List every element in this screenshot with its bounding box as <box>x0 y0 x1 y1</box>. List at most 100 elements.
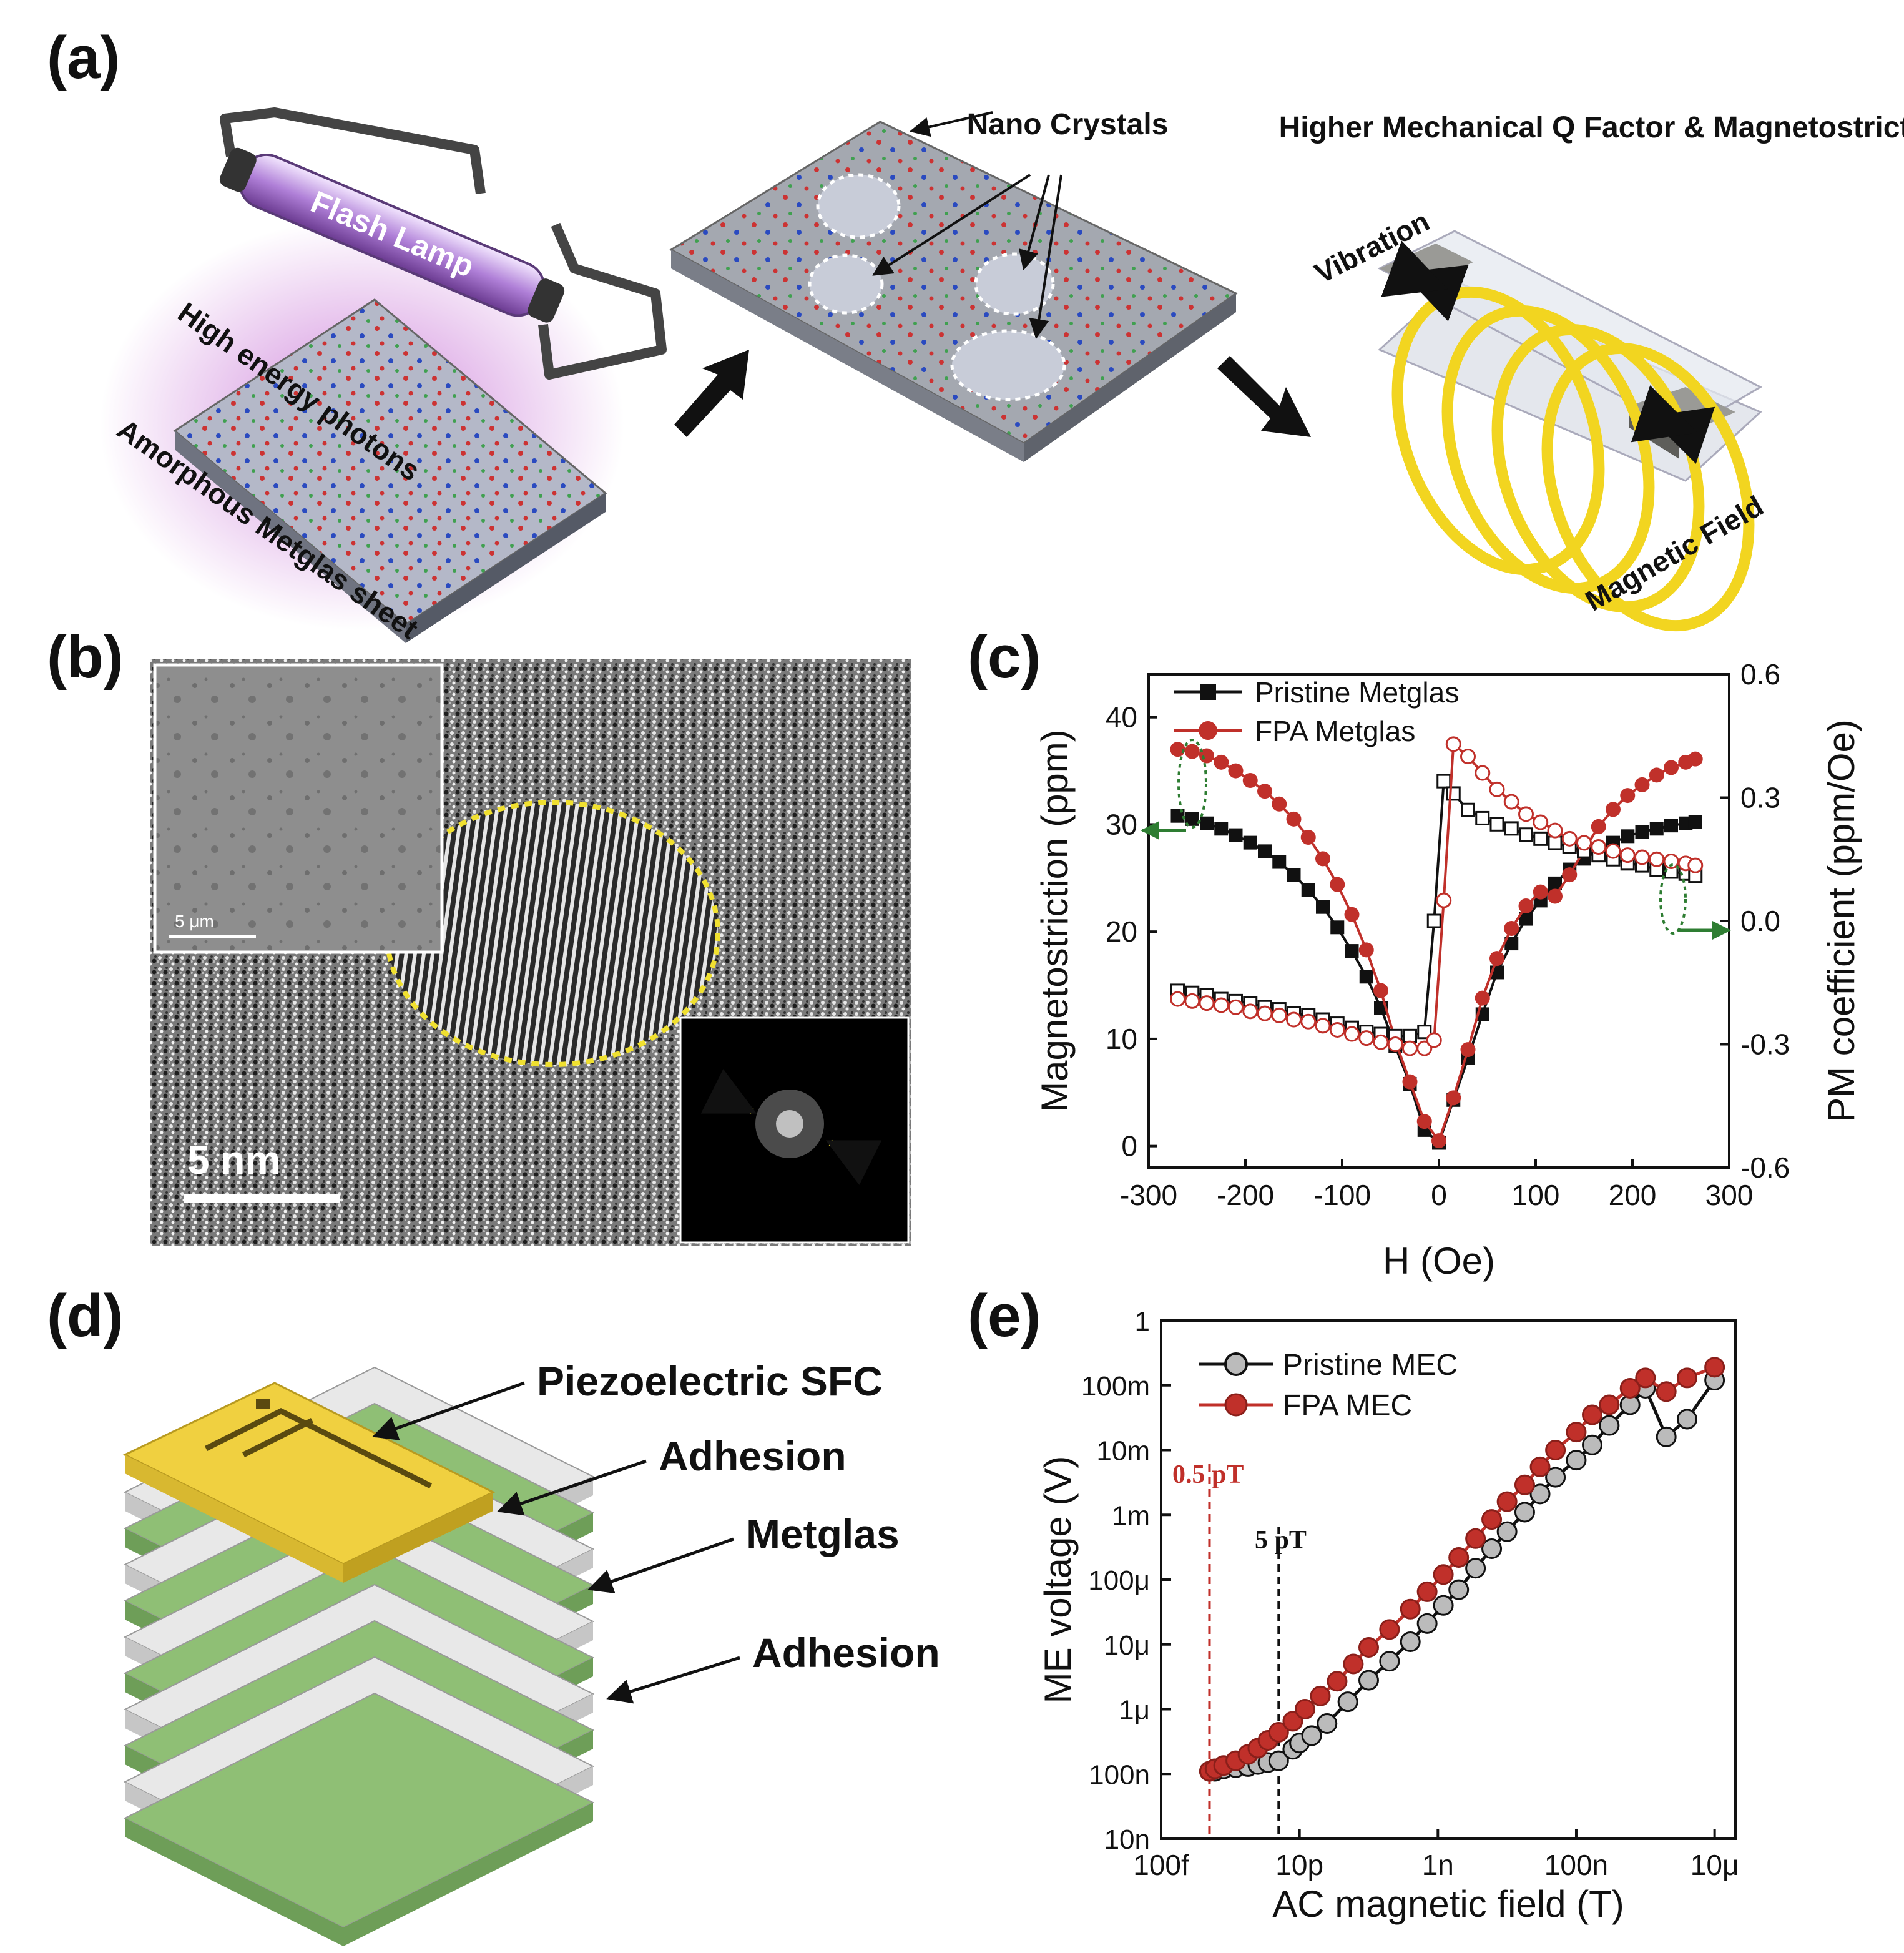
chart-c-point <box>1649 822 1664 836</box>
chart-c-point <box>1402 1074 1418 1090</box>
chart-e-point <box>1465 1558 1486 1579</box>
chart-c-point <box>1213 997 1229 1013</box>
chart-e-point <box>1327 1671 1348 1692</box>
chart-c-ytick-label: 40 <box>1106 701 1137 734</box>
chart-c-point <box>1387 1036 1403 1052</box>
chart-e-point <box>1545 1440 1566 1460</box>
chart-e-series-line-0 <box>1209 1379 1716 1773</box>
legend-fpa-mec: FPA MEC <box>1283 1389 1412 1422</box>
chart-e-point <box>1268 1721 1289 1743</box>
chart-c-point <box>1475 990 1490 1006</box>
chart-c-point <box>1460 749 1476 765</box>
chart-c-xtick-label: 0 <box>1431 1179 1447 1211</box>
chart-c-point <box>1649 851 1665 867</box>
chart-e-point <box>1599 1394 1620 1415</box>
chart-c-point <box>1287 868 1301 882</box>
label-piezoelectric-sfc: Piezoelectric SFC <box>537 1358 883 1404</box>
chart-c-point <box>1688 815 1702 829</box>
chart-c-point <box>1426 913 1441 928</box>
chart-c-point <box>1300 1013 1317 1030</box>
flash-lamp: Flash Lamp <box>219 107 667 380</box>
chart-c-point <box>1315 1018 1331 1034</box>
chart-c-point <box>1402 1040 1418 1056</box>
chart-e-point <box>1400 1631 1421 1652</box>
chart-c-point <box>1403 1028 1417 1043</box>
sfc-layer <box>122 1382 496 1583</box>
chart-c-ytick-label: 0 <box>1121 1130 1137 1163</box>
chart-c-point <box>1519 912 1533 926</box>
chart-c-point <box>1257 1005 1273 1021</box>
chart-e-point <box>1379 1619 1400 1640</box>
fft-arrow-left <box>700 1069 757 1114</box>
chart-c-point <box>1687 857 1704 873</box>
chart-c-point <box>1344 1026 1360 1042</box>
chart-e-ytick-label: 100μ <box>1088 1565 1150 1596</box>
chart-e-xtick-label: 100n <box>1544 1849 1608 1881</box>
chart-e-legend: Pristine MEC FPA MEC <box>1199 1349 1458 1422</box>
chart-c-point <box>1358 1030 1375 1046</box>
chart-e-point <box>1337 1691 1358 1713</box>
chart-c-point <box>1257 784 1272 799</box>
chart-c-y2label: PM coefficient (ppm/Oe) <box>1820 719 1862 1123</box>
panel-label-a: (a) <box>47 24 120 91</box>
chart-c-xtick-label: -300 <box>1120 1179 1177 1211</box>
layer-side <box>343 1803 593 1946</box>
chart-c-point <box>1359 970 1373 984</box>
chart-c-y2tick-label: 0.0 <box>1740 905 1780 937</box>
process-arrow-2 <box>1217 356 1311 437</box>
chart-e-point <box>1400 1598 1421 1620</box>
chart-c-point <box>1445 736 1461 752</box>
nanocrystal-1 <box>816 173 901 239</box>
fft-arrow-right <box>825 1139 882 1185</box>
chart-c-point <box>1547 822 1563 839</box>
chart-c-point <box>1460 1042 1476 1058</box>
chart-e-point <box>1481 1509 1503 1530</box>
chart-c-point <box>1635 825 1649 839</box>
chart-e-xtick-label: 100f <box>1133 1849 1189 1881</box>
chart-c-point <box>1634 777 1650 792</box>
chart-c-xtick-label: -200 <box>1217 1179 1274 1211</box>
chart-c-point <box>1358 942 1374 958</box>
chart-e-ylabel: ME voltage (V) <box>1037 1456 1079 1704</box>
chart-e-point <box>1677 1409 1698 1430</box>
chart-c-point <box>1228 999 1244 1015</box>
chart-c-point <box>1436 892 1452 908</box>
chart-c-point <box>1199 995 1215 1011</box>
chart-e-point <box>1317 1713 1338 1734</box>
chart-c-point <box>1242 773 1258 789</box>
chart-e-point <box>1465 1528 1486 1549</box>
chart-e-point <box>1656 1426 1677 1447</box>
layer-labels: Piezoelectric SFC Adhesion Metglas Adhes… <box>372 1358 940 1704</box>
chart-c-point <box>1301 883 1315 897</box>
sem-inset <box>153 663 444 954</box>
chart-e-point <box>1529 1483 1551 1505</box>
chart-e-point <box>1379 1651 1400 1672</box>
chart-c-point <box>1591 819 1606 834</box>
chart-c-point <box>1170 742 1185 757</box>
chart-e-point <box>1582 1434 1603 1455</box>
chart-c-point <box>1561 830 1578 847</box>
chart-c-point <box>1416 1114 1432 1129</box>
chart-e-series-line-1 <box>1209 1365 1715 1773</box>
vibration-arrow-1 <box>1381 240 1469 322</box>
chart-c-point <box>1344 907 1360 922</box>
chart-e-point <box>1599 1415 1620 1436</box>
chart-e-ytick-label: 100m <box>1081 1371 1150 1402</box>
chart-c-xtick-label: 200 <box>1609 1179 1657 1211</box>
chart-e-point <box>1433 1595 1454 1616</box>
chart-c-point <box>1619 847 1636 863</box>
chart-c: -300 -200 -100 0 100 200 300 0 10 20 30 40 -0.6 -0.3 0… <box>1034 658 1862 1282</box>
nanocrystal-2 <box>808 253 884 315</box>
chart-e-point <box>1566 1422 1587 1443</box>
chart-c-point <box>1330 877 1345 892</box>
chart-c-point <box>1664 760 1679 775</box>
chart-c-ytick-label: 20 <box>1106 915 1137 948</box>
chart-c-point <box>1489 951 1504 967</box>
chart-c-point <box>1533 831 1548 846</box>
chart-c-legend: Pristine Metglas FPA Metglas <box>1174 676 1459 747</box>
chart-c-y2tick-label: 0.6 <box>1740 658 1780 691</box>
nanocrystal-4 <box>950 329 1066 401</box>
chart-e-point <box>1656 1381 1677 1402</box>
annotation-5pt: 5 pT <box>1255 1526 1307 1555</box>
